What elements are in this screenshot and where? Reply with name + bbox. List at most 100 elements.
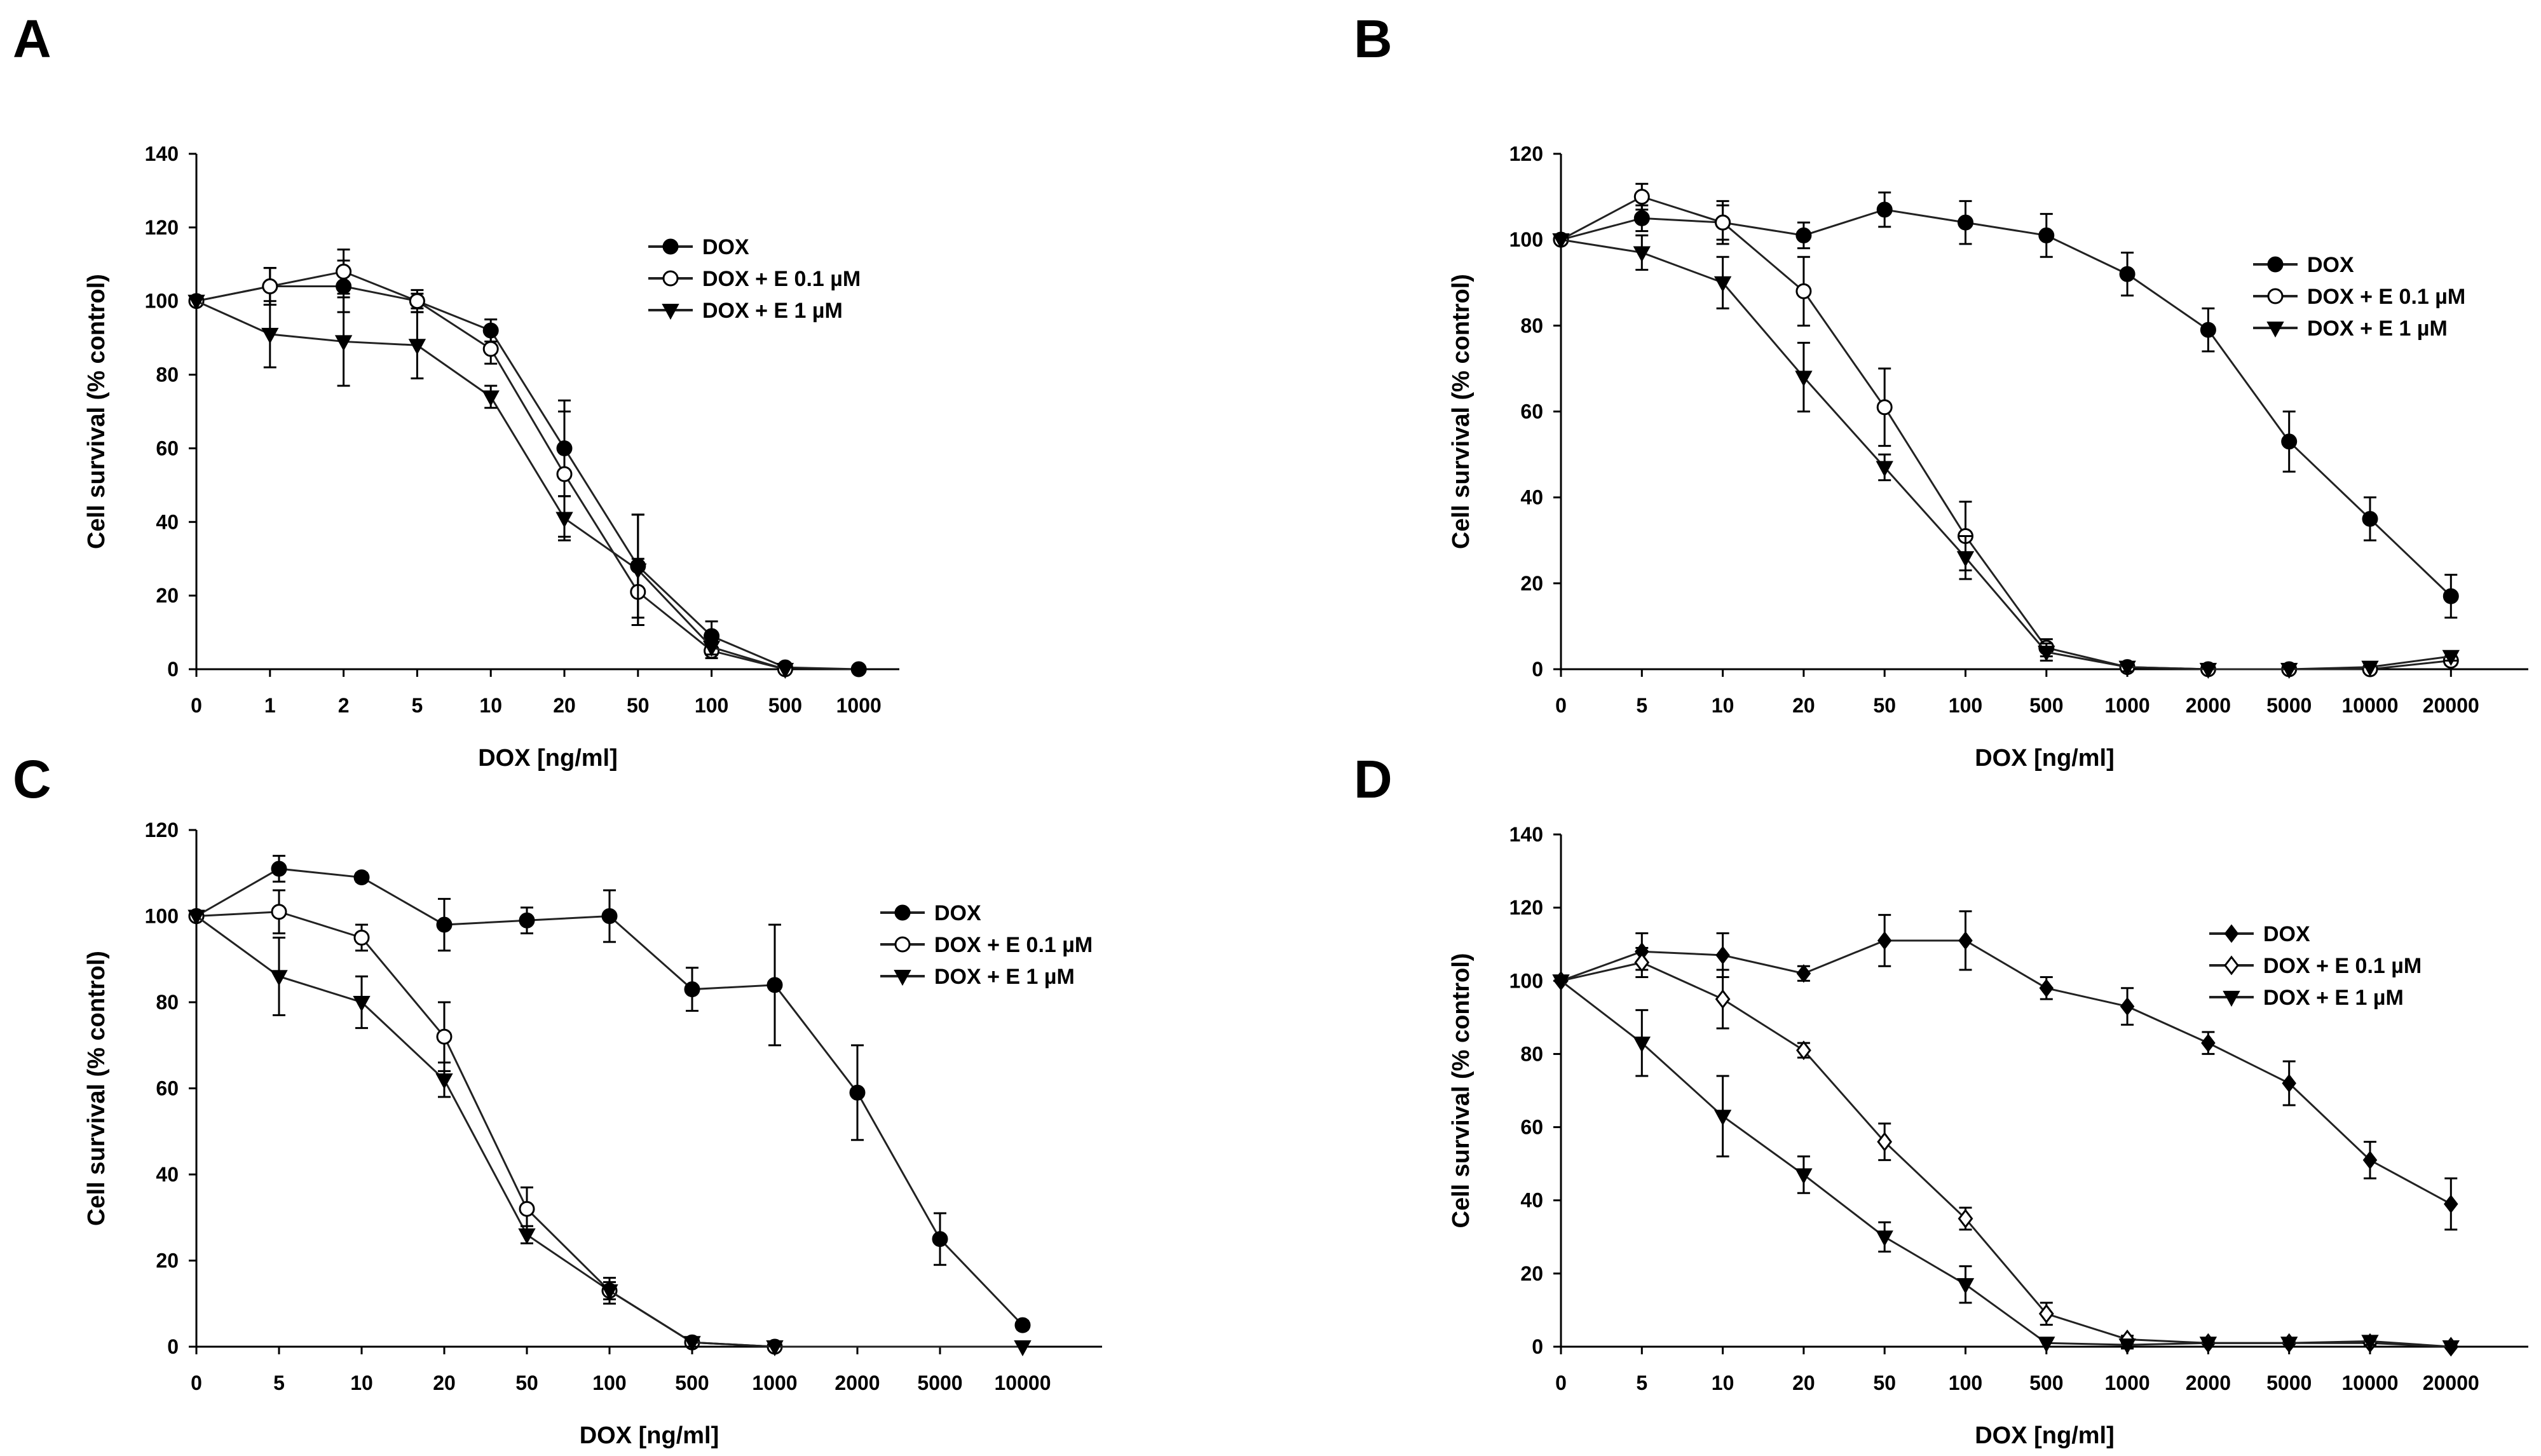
data-point bbox=[2442, 588, 2459, 604]
data-point bbox=[336, 263, 352, 280]
x-tick-label: 2000 bbox=[835, 1371, 880, 1394]
x-tick-label: 500 bbox=[2029, 694, 2063, 717]
data-point bbox=[2281, 433, 2298, 450]
data-point bbox=[1014, 1340, 1032, 1357]
data-point bbox=[601, 1284, 618, 1301]
legend-marker bbox=[2224, 924, 2239, 943]
data-point bbox=[1634, 953, 1650, 972]
data-point bbox=[1958, 214, 1973, 231]
legend-marker bbox=[894, 936, 911, 953]
data-point bbox=[1633, 210, 1650, 226]
y-tick-label: 20 bbox=[156, 1249, 179, 1272]
data-point bbox=[683, 1336, 701, 1352]
data-point bbox=[1715, 214, 1731, 231]
data-point bbox=[2199, 1337, 2217, 1353]
data-point bbox=[1715, 989, 1731, 1009]
y-tick-label: 80 bbox=[156, 991, 179, 1014]
x-tick-label: 5 bbox=[273, 1371, 285, 1394]
data-point bbox=[629, 563, 647, 580]
data-point bbox=[932, 1231, 948, 1248]
x-tick-label: 5 bbox=[1636, 1371, 1647, 1394]
x-tick-label: 5 bbox=[412, 694, 423, 717]
x-tick-label: 5000 bbox=[917, 1371, 962, 1394]
legend-marker bbox=[2267, 256, 2284, 273]
x-tick-label: 20 bbox=[433, 1371, 456, 1394]
y-tick-label: 20 bbox=[1520, 572, 1543, 595]
panel-label: B bbox=[1354, 9, 1393, 69]
data-point bbox=[2444, 1194, 2458, 1214]
data-point bbox=[1876, 1230, 1893, 1247]
x-tick-label: 100 bbox=[695, 694, 728, 717]
data-point bbox=[850, 661, 867, 677]
legend-label: DOX + E 1 µM bbox=[2263, 986, 2404, 1010]
data-point bbox=[1958, 1209, 1973, 1228]
y-tick-label: 0 bbox=[167, 658, 179, 681]
data-point bbox=[1795, 1168, 1813, 1185]
legend-label: DOX bbox=[2263, 922, 2310, 946]
x-axis-label: DOX [ng/ml] bbox=[1975, 1422, 2115, 1449]
x-tick-label: 0 bbox=[1555, 1371, 1567, 1394]
data-point bbox=[482, 390, 500, 407]
series-line bbox=[1560, 939, 2452, 1205]
data-point bbox=[2282, 1073, 2296, 1093]
legend-label: DOX + E 1 µM bbox=[702, 299, 843, 323]
x-tick-label: 1 bbox=[264, 694, 276, 717]
data-point bbox=[1876, 461, 1893, 477]
data-point bbox=[353, 929, 370, 946]
x-axis-label: DOX [ng/ml] bbox=[1975, 745, 2115, 772]
y-tick-label: 100 bbox=[145, 905, 179, 928]
panel-label: C bbox=[13, 749, 51, 809]
x-tick-label: 100 bbox=[592, 1371, 626, 1394]
data-point bbox=[2201, 1033, 2216, 1052]
y-tick-label: 60 bbox=[1520, 400, 1543, 423]
panel-label: D bbox=[1354, 749, 1393, 809]
y-tick-label: 20 bbox=[156, 584, 179, 607]
data-point bbox=[270, 970, 288, 986]
x-tick-label: 10 bbox=[1712, 1371, 1734, 1394]
data-point bbox=[408, 339, 426, 355]
legend-marker bbox=[2224, 955, 2239, 976]
data-point bbox=[2119, 266, 2136, 282]
data-point bbox=[2442, 650, 2460, 666]
y-tick-label: 80 bbox=[1520, 314, 1543, 337]
legend-marker bbox=[662, 304, 679, 320]
legend-label: DOX bbox=[2307, 253, 2354, 277]
x-tick-label: 50 bbox=[1873, 694, 1896, 717]
x-axis-label: DOX [ng/ml] bbox=[580, 1422, 719, 1449]
y-tick-label: 100 bbox=[1509, 969, 1543, 992]
data-point bbox=[2280, 1337, 2298, 1353]
data-point bbox=[519, 912, 535, 929]
data-point bbox=[1014, 1317, 1031, 1333]
x-tick-label: 10000 bbox=[2342, 694, 2399, 717]
y-tick-label: 20 bbox=[1520, 1262, 1543, 1285]
x-tick-label: 20 bbox=[1792, 694, 1815, 717]
data-point bbox=[1633, 1037, 1651, 1053]
y-tick-label: 100 bbox=[145, 290, 179, 313]
series-line bbox=[196, 285, 859, 670]
legend-marker bbox=[662, 238, 679, 255]
data-point bbox=[271, 904, 287, 920]
y-tick-label: 40 bbox=[1520, 1189, 1543, 1212]
x-tick-label: 0 bbox=[191, 1371, 202, 1394]
data-point bbox=[187, 909, 205, 926]
legend-label: DOX + E 0.1 µM bbox=[2307, 285, 2465, 309]
data-point bbox=[849, 1084, 866, 1101]
data-point bbox=[262, 278, 278, 295]
data-point bbox=[1956, 551, 1975, 568]
x-tick-label: 10 bbox=[350, 1371, 373, 1394]
data-point bbox=[1958, 931, 1973, 950]
data-point bbox=[2361, 660, 2379, 677]
legend-marker bbox=[2267, 288, 2284, 304]
y-tick-label: 40 bbox=[156, 510, 179, 533]
data-point bbox=[2362, 1150, 2378, 1170]
x-tick-label: 500 bbox=[675, 1371, 709, 1394]
y-tick-label: 0 bbox=[167, 1335, 179, 1358]
panel-a: A 0 20 40 60 80 100 120 140 0 1 2 5 10 20 50 100 500 1000 D… bbox=[13, 9, 899, 772]
y-tick-label: 120 bbox=[1509, 142, 1543, 165]
data-point bbox=[518, 1228, 536, 1244]
x-tick-label: 0 bbox=[191, 694, 202, 717]
x-tick-label: 20000 bbox=[2423, 1371, 2479, 1394]
legend-marker bbox=[2266, 322, 2284, 338]
x-tick-label: 5 bbox=[1636, 694, 1647, 717]
data-point bbox=[334, 335, 353, 351]
